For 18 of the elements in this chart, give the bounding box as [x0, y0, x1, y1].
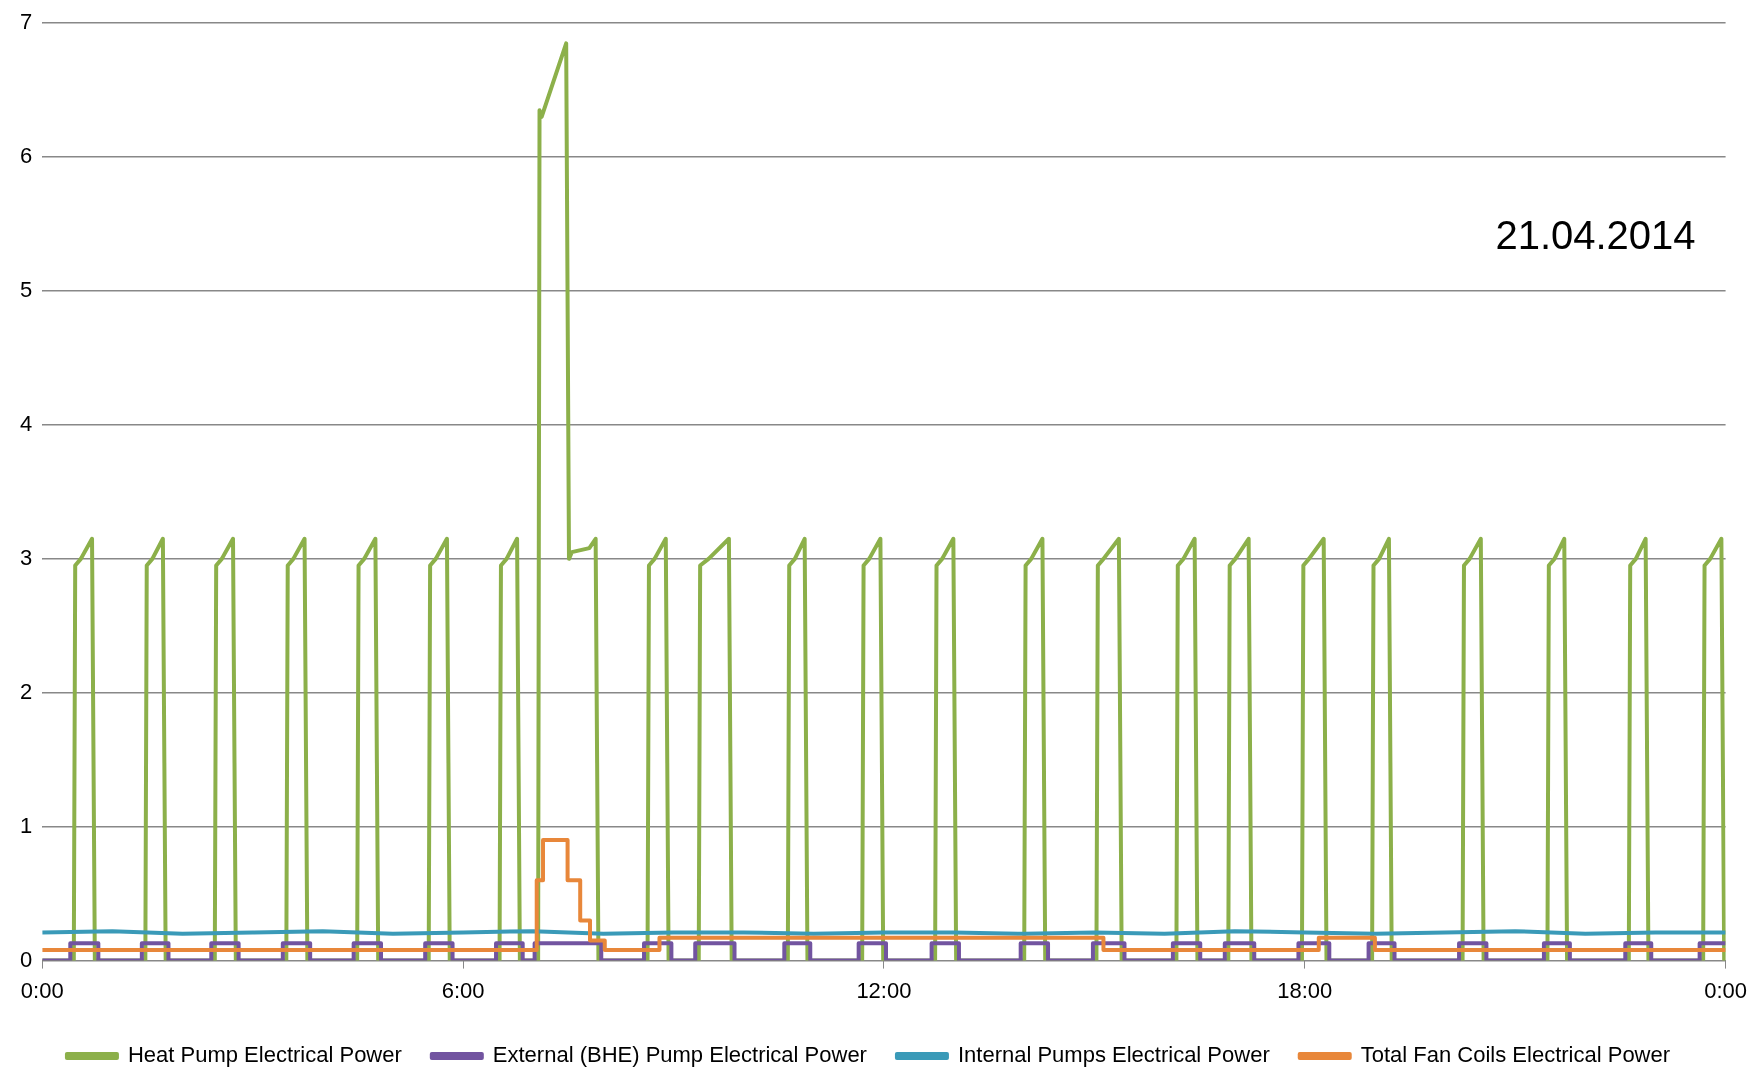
legend-label: Internal Pumps Electrical Power: [957, 1042, 1270, 1068]
legend-label: Heat Pump Electrical Power: [127, 1042, 402, 1068]
legend-label: External (BHE) Pump Electrical Power: [492, 1042, 867, 1068]
x-tick-label: 12:00: [856, 977, 912, 1003]
y-tick-label: 7: [19, 9, 33, 35]
y-tick-label: 5: [19, 277, 33, 303]
y-tick-label: 6: [19, 143, 33, 169]
x-tick-label: 6:00: [441, 977, 485, 1003]
x-tick-label: 0:00: [20, 977, 64, 1003]
y-tick-label: 3: [19, 544, 33, 570]
y-tick-label: 1: [19, 812, 33, 838]
y-tick-label: 2: [19, 678, 33, 704]
y-tick-label: 0: [19, 946, 33, 972]
x-tick-label: 18:00: [1277, 977, 1333, 1003]
y-tick-label: 4: [19, 411, 33, 437]
x-tick-label: 0:00: [1704, 977, 1747, 1003]
annotation: 21.04.2014: [1495, 213, 1696, 258]
legend-label: Total Fan Coils Electrical Power: [1360, 1042, 1671, 1068]
